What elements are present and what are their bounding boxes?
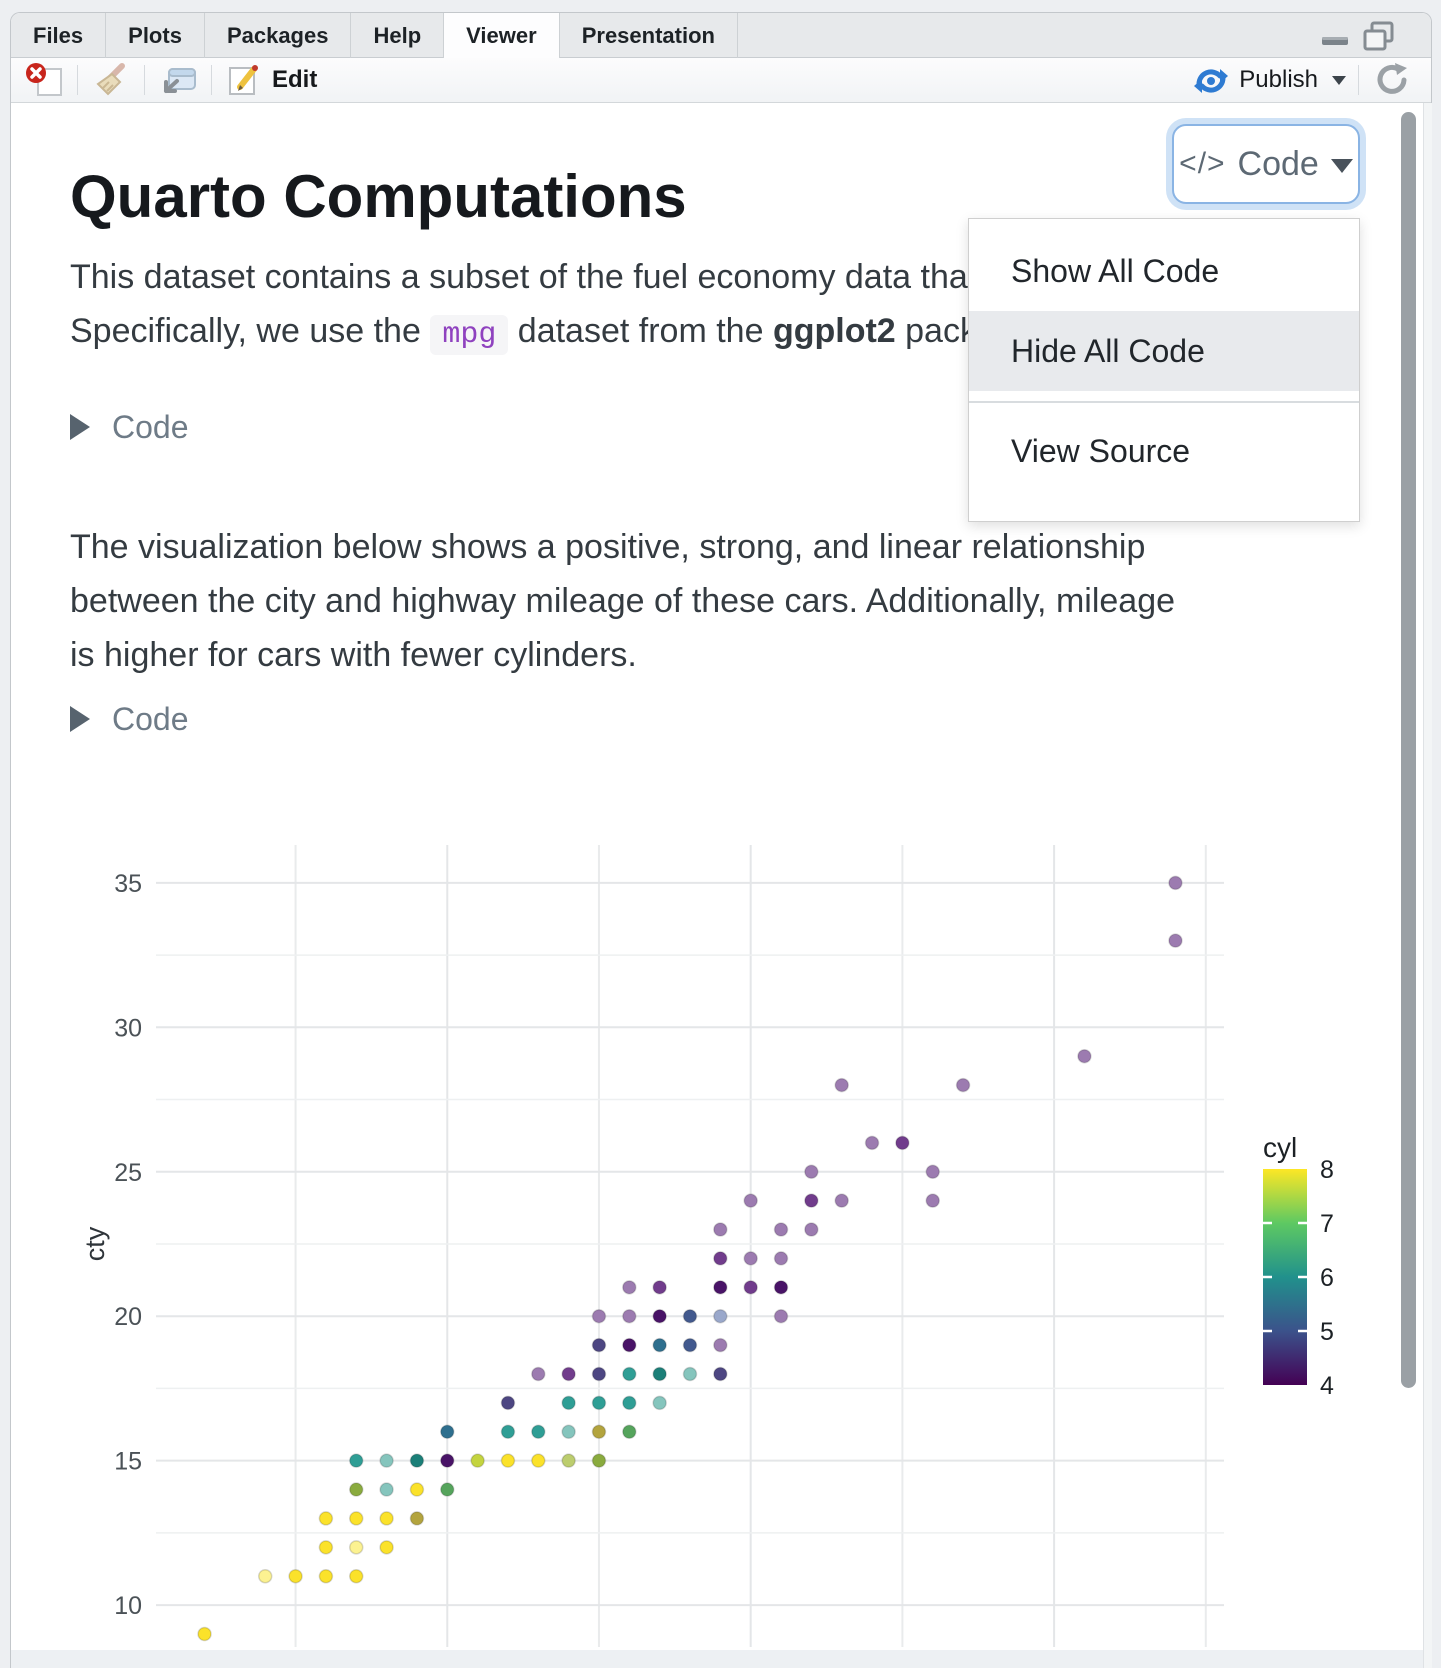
code-fold-toggle-1[interactable]: Code: [70, 400, 189, 454]
code-glyph-icon: </>: [1179, 147, 1226, 180]
menu-item-show-all-code[interactable]: Show All Code: [1011, 252, 1220, 289]
svg-text:7: 7: [1320, 1210, 1334, 1238]
viz-paragraph-line3: is higher for cars with fewer cylinders.: [70, 636, 637, 674]
vertical-scrollbar-thumb[interactable]: [1401, 112, 1416, 1388]
publish-button-label: Publish: [1239, 66, 1318, 93]
legend-title: cyl: [1263, 1132, 1297, 1163]
menu-item-view-source[interactable]: View Source: [1011, 432, 1191, 469]
bottom-strip: [11, 1650, 1423, 1668]
publish-button[interactable]: Publish: [1191, 63, 1346, 97]
refresh-icon[interactable]: [1371, 60, 1415, 100]
edit-button-label: Edit: [272, 66, 318, 93]
code-fold-toggle-2[interactable]: Code: [70, 692, 189, 746]
publish-icon: [1194, 69, 1229, 93]
maximize-icon[interactable]: [1362, 20, 1396, 52]
tab-viewer[interactable]: Viewer: [444, 13, 560, 58]
edit-button[interactable]: Edit: [224, 61, 317, 99]
viz-paragraph-line2: between the city and highway mileage of …: [70, 582, 1176, 620]
clear-viewer-broom-icon[interactable]: [90, 60, 132, 100]
plot-gridlines: [156, 845, 1224, 1647]
code-menu-button[interactable]: </> Code: [1172, 124, 1360, 204]
y-axis-tick-labels: 35 30 25 20 15 10: [114, 870, 142, 1620]
tab-help[interactable]: Help: [351, 13, 445, 58]
toolbar-separator: [77, 65, 78, 95]
disclosure-triangle-icon: [70, 414, 90, 440]
scatter-points: [197, 875, 1183, 1642]
scatter-plot: 35 30 25 20 15 10 cty cyl 8 7 6 5 4: [80, 845, 1334, 1647]
page-title: Quarto Computations: [70, 163, 687, 231]
code-fold-label: Code: [112, 408, 189, 445]
edit-pencil-icon: [229, 65, 258, 95]
svg-text:6: 6: [1320, 1264, 1334, 1292]
tab-packages[interactable]: Packages: [205, 13, 352, 58]
minimize-icon[interactable]: [1320, 24, 1350, 48]
stop-viewer-icon[interactable]: [25, 62, 65, 98]
svg-text:30: 30: [114, 1014, 142, 1042]
bold-text: ggplot2: [772, 312, 896, 350]
menu-divider: [969, 401, 1359, 403]
tab-files[interactable]: Files: [11, 13, 107, 58]
scrollbar-track-border: [1423, 103, 1424, 1668]
menu-item-hide-all-code[interactable]: Hide All Code: [969, 311, 1359, 391]
code-dropdown-menu: Show All Code Hide All Code View Source: [968, 218, 1360, 522]
code-menu-caret-icon: [1330, 159, 1353, 173]
tab-plots[interactable]: Plots: [106, 13, 205, 58]
toolbar-separator: [1358, 65, 1359, 95]
disclosure-triangle-icon: [70, 706, 90, 732]
y-axis-title: cty: [80, 1226, 110, 1261]
svg-text:8: 8: [1320, 1156, 1334, 1184]
svg-text:25: 25: [114, 1159, 142, 1187]
paragraph-text: Specifically, we use the: [70, 312, 431, 350]
code-fold-label: Code: [112, 700, 189, 737]
toolbar-separator: [211, 65, 212, 95]
svg-text:15: 15: [114, 1448, 142, 1476]
code-menu-button-label: Code: [1237, 144, 1319, 183]
publish-dropdown-caret-icon: [1332, 75, 1346, 85]
tab-presentation[interactable]: Presentation: [560, 13, 738, 58]
svg-text:35: 35: [114, 870, 142, 898]
svg-text:20: 20: [114, 1303, 142, 1331]
viz-paragraph: The visualization below shows a positive…: [70, 520, 1380, 682]
legend-cyl: cyl 8 7 6 5 4: [1263, 1132, 1334, 1400]
scrollbar-gutter: [1424, 103, 1432, 1668]
svg-text:5: 5: [1320, 1318, 1334, 1346]
svg-text:4: 4: [1320, 1372, 1334, 1400]
viewer-toolbar: Edit Publish: [11, 58, 1431, 103]
open-in-new-window-icon[interactable]: [157, 61, 199, 99]
pane-tabstrip: Files Plots Packages Help Viewer Presentation: [11, 13, 1431, 58]
paragraph-text: dataset from the: [508, 312, 773, 350]
inline-code-mpg: mpg: [430, 315, 509, 355]
toolbar-separator: [144, 65, 145, 95]
viz-paragraph-line1: The visualization below shows a positive…: [70, 528, 1146, 566]
svg-text:10: 10: [114, 1592, 142, 1620]
